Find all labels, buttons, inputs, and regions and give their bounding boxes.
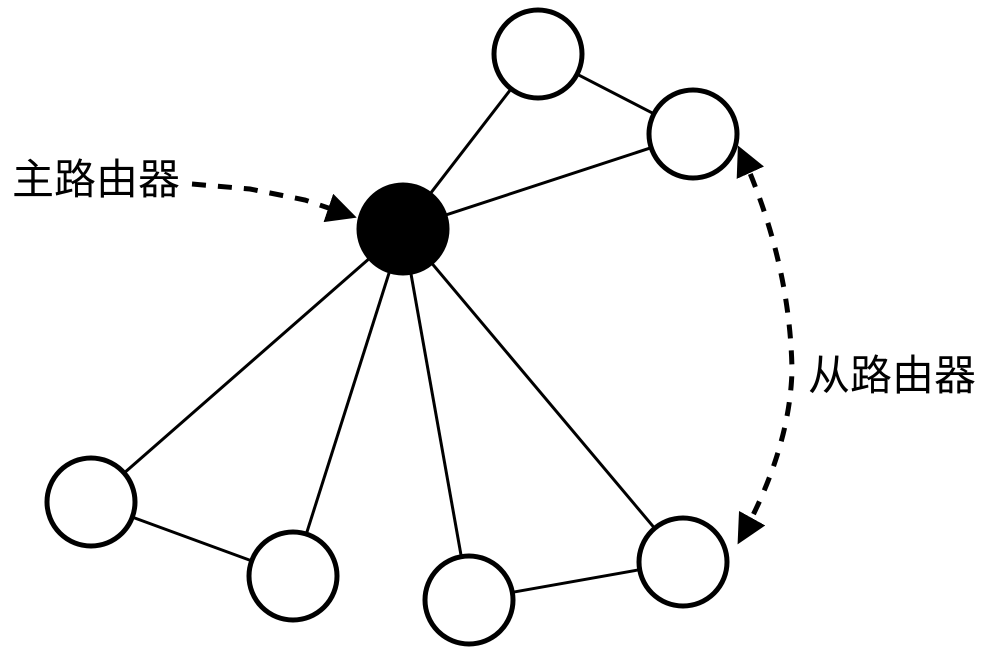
edge-main-right (445, 148, 651, 216)
network-diagram: 主路由器从路由器 (0, 0, 1000, 663)
edge-bl-bml (132, 517, 251, 561)
node-main (359, 185, 447, 273)
edge-main-bml (306, 271, 389, 534)
annotation-bracket-slave-label (740, 150, 792, 540)
node-bmr (425, 556, 513, 644)
edge-main-bl (124, 258, 370, 473)
node-bml (249, 532, 337, 620)
nodes-layer (47, 10, 737, 644)
node-br (639, 518, 727, 606)
annotation-label-main-label: 主路由器 (12, 158, 180, 204)
node-top (494, 10, 582, 98)
labels-layer: 主路由器从路由器 (12, 158, 976, 400)
annotation-label-slave-label: 从路由器 (808, 354, 976, 400)
edge-top-right (577, 74, 654, 114)
node-bl (47, 458, 135, 546)
edge-main-bmr (411, 272, 462, 556)
edge-bmr-br (512, 570, 639, 593)
edges-layer (124, 74, 655, 592)
node-right (649, 90, 737, 178)
annotation-arrow-main-label (192, 184, 352, 216)
annotations-layer (192, 150, 792, 540)
edge-main-br (431, 263, 654, 529)
edge-main-top (430, 89, 511, 194)
